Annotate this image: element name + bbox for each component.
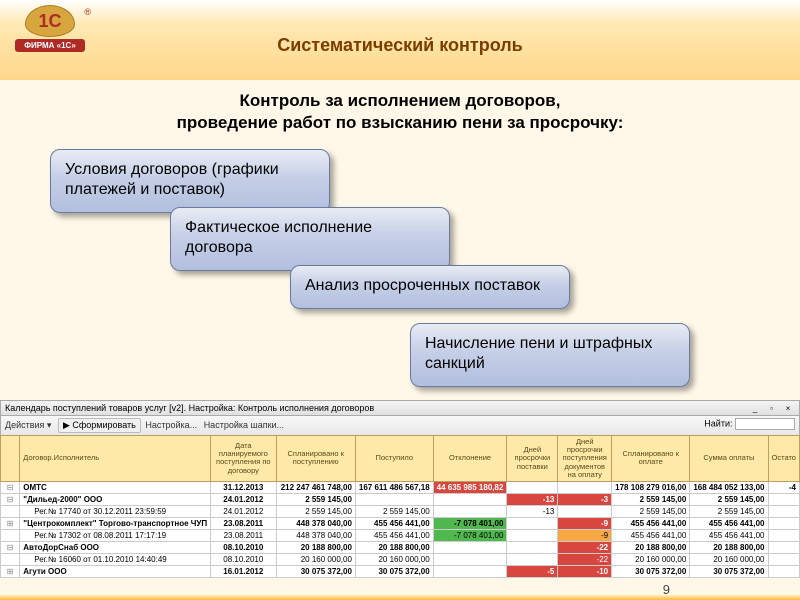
table-row[interactable]: Рег.№ 16060 от 01.10.2010 14:40:4908.10.… [1,554,800,566]
maximize-icon[interactable]: ▫ [764,404,778,413]
header-settings-link[interactable]: Настройка шапки... [204,420,284,430]
col-planned-pay[interactable]: Спланировано к оплате [612,435,690,481]
cell-contractor: Агути ООО [20,566,211,578]
minimize-icon[interactable]: _ [748,404,762,413]
box-actual: Фактическое исполнение договора [170,207,450,271]
tree-toggle-icon [1,554,20,566]
cell-contractor: АвтоДорСнаб ООО [20,542,211,554]
page-number: 9 [663,582,670,597]
box-analysis: Анализ просроченных поставок [290,265,570,309]
toolbar: Действия ▾ ▶ Сформировать Настройка... Н… [0,416,800,435]
cell-contractor: Рег.№ 17302 от 08.08.2011 17:17:19 [20,530,211,542]
cell-contractor: Рег.№ 17740 от 30.12.2011 23:59:59 [20,506,211,518]
col-paid[interactable]: Сумма оплаты [690,435,768,481]
table-row[interactable]: Рег.№ 17302 от 08.08.2011 17:17:1923.08.… [1,530,800,542]
tree-toggle-icon [1,530,20,542]
col-days-docs[interactable]: Дней просрочки поступления документов на… [558,435,612,481]
slide-title: Систематический контроль [0,35,800,56]
table-row[interactable]: ⊞Агути ООО16.01.201230 075 372,0030 075 … [1,566,800,578]
findby-label: Найти: [704,418,732,428]
col-contractor[interactable]: Договор.Исполнитель [20,435,211,481]
settings-link[interactable]: Настройка... [145,420,197,430]
subtitle-line2: проведение работ по взысканию пени за пр… [40,112,760,134]
col-tree [1,435,20,481]
cell-contractor: "Центрокомплект" Торгово-транспортное ЧУ… [20,518,211,530]
cell-contractor: "Дильед-2000" ООО [20,494,211,506]
col-planned-date[interactable]: Дата планируемого поступления по договор… [211,435,276,481]
tree-toggle-icon[interactable]: ⊞ [1,518,20,530]
subtitle-line1: Контроль за исполнением договоров, [40,90,760,112]
tree-toggle-icon [1,506,20,518]
logo-symbol: 1C [38,11,61,32]
tree-toggle-icon[interactable]: ⊟ [1,494,20,506]
app-window: Календарь поступлений товаров услуг [v2]… [0,400,800,578]
tree-toggle-icon[interactable]: ⊞ [1,566,20,578]
table-row[interactable]: ⊟"Дильед-2000" ООО24.01.20122 559 145,00… [1,494,800,506]
window-title: Календарь поступлений товаров услуг [v2]… [5,403,374,413]
box-penalty: Начисление пени и штрафных санкций [410,323,690,387]
col-deviation[interactable]: Отклонение [433,435,507,481]
registered-icon: ® [84,7,91,17]
window-titlebar: Календарь поступлений товаров услуг [v2]… [0,400,800,416]
grid-header-row: Договор.Исполнитель Дата планируемого по… [1,435,800,481]
tree-toggle-icon[interactable]: ⊟ [1,542,20,554]
data-grid: Договор.Исполнитель Дата планируемого по… [0,435,800,578]
table-row[interactable]: ⊟АвтоДорСнаб ООО08.10.201020 188 800,002… [1,542,800,554]
box-conditions: Условия договоров (графики платежей и по… [50,149,330,213]
table-row[interactable]: ⊞"Центрокомплект" Торгово-транспортное Ч… [1,518,800,530]
subtitle: Контроль за исполнением договоров, прове… [40,90,760,134]
table-row[interactable]: ⊟ОМТС31.12.2013212 247 461 748,00167 611… [1,482,800,494]
col-days-delivery[interactable]: Дней просрочки поставки [507,435,558,481]
form-button[interactable]: ▶ Сформировать [58,418,141,433]
cell-contractor: Рег.№ 16060 от 01.10.2010 14:40:49 [20,554,211,566]
col-balance[interactable]: Остато [768,435,800,481]
cell-contractor: ОМТС [20,482,211,494]
table-row[interactable]: Рег.№ 17740 от 30.12.2011 23:59:5924.01.… [1,506,800,518]
close-icon[interactable]: × [781,404,795,413]
actions-menu[interactable]: Действия ▾ [5,420,51,430]
search-input[interactable] [735,418,795,430]
col-planned-in[interactable]: Спланировано к поступлению [276,435,355,481]
tree-toggle-icon[interactable]: ⊟ [1,482,20,494]
col-received[interactable]: Поступило [355,435,433,481]
info-boxes: Условия договоров (графики платежей и по… [40,149,760,389]
